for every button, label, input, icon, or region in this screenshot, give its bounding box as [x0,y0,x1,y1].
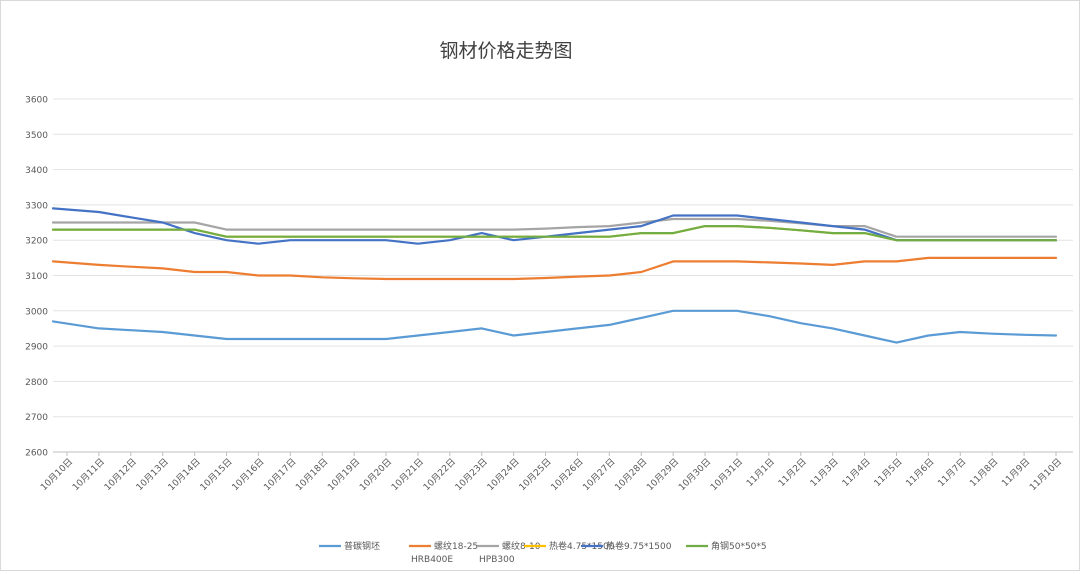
x-tick-label: 10月22日 [421,456,458,493]
x-tick-label: 11月3日 [808,456,841,489]
x-tick-label: 10月26日 [549,456,586,493]
x-tick-label: 11月10日 [1027,456,1064,493]
x-tick-label: 10月13日 [134,456,171,493]
y-tick-label: 2800 [25,378,48,388]
x-tick-label: 11月2日 [776,456,809,489]
x-tick-label: 10月31日 [708,456,745,493]
series-line [51,207,1058,245]
y-tick-label: 3000 [25,307,48,317]
legend-label: 螺纹8-10 [502,540,541,552]
y-tick-label: 3500 [25,131,48,141]
x-tick-label: 10月25日 [517,456,554,493]
y-tick-label: 2700 [25,413,48,423]
x-tick-label: 10月23日 [453,456,490,493]
legend-label: 螺纹18-25 [434,540,478,552]
y-tick-label: 3100 [25,272,48,282]
x-tick-label: 11月7日 [936,456,969,489]
legend-label: 普碳钢坯 [344,540,380,552]
x-tick-label: 10月12日 [102,456,139,493]
x-tick-label: 10月29日 [645,456,682,493]
x-tick-label: 10月14日 [166,456,203,493]
x-tick-label: 10月19日 [326,456,363,493]
legend-label: 角钢50*50*5 [711,540,767,552]
x-tick-label: 11月8日 [968,456,1001,489]
x-tick-label: 10月21日 [389,456,426,493]
series-line [51,225,1058,242]
series-line [51,309,1058,344]
x-tick-label: 10月30日 [676,456,713,493]
y-axis: 2600 2700 2800 2900 3000 3100 3200 3300 3400 3500… [25,96,48,459]
x-tick-label: 11月4日 [840,456,873,489]
x-tick-label: 10月16日 [230,456,267,493]
legend-label: 热卷9.75*1500 [606,540,672,552]
x-tick-label: 10月20日 [357,456,394,493]
series-line [51,256,1058,281]
series-lines [51,207,1058,344]
y-tick-label: 2900 [25,343,48,353]
x-tick-label: 11月9日 [1000,456,1033,489]
x-tick-label: 10月11日 [70,456,107,493]
x-tick-label: 10月10日 [38,456,75,493]
x-tick-label: 10月17日 [262,456,299,493]
y-tick-label: 3200 [25,237,48,247]
legend-label-line2: HRB400E [411,555,453,565]
x-tick-label: 11月1日 [744,456,777,489]
y-tick-label: 3300 [25,201,48,211]
legend-label-line2: HPB300 [479,555,515,565]
x-tick-label: 10月18日 [294,456,331,493]
legend: 普碳钢坯螺纹18-25HRB400E螺纹8-10HPB300热卷4.75*150… [319,540,767,565]
series-line [51,217,1058,238]
x-tick-label: 11月6日 [904,456,937,489]
gridlines [53,98,1073,453]
y-tick-label: 3400 [25,166,48,176]
x-tick-label: 10月28日 [613,456,650,493]
y-tick-label: 3600 [25,96,48,106]
x-axis: 10月10日10月11日10月12日10月13日10月14日10月15日10月1… [38,452,1064,493]
x-tick-label: 10月24日 [485,456,522,493]
x-tick-label: 10月27日 [581,456,618,493]
x-tick-label: 11月5日 [872,456,905,489]
chart-title: 钢材价格走势图 [439,40,572,62]
x-tick-label: 10月15日 [198,456,235,493]
y-tick-label: 2600 [25,449,48,459]
